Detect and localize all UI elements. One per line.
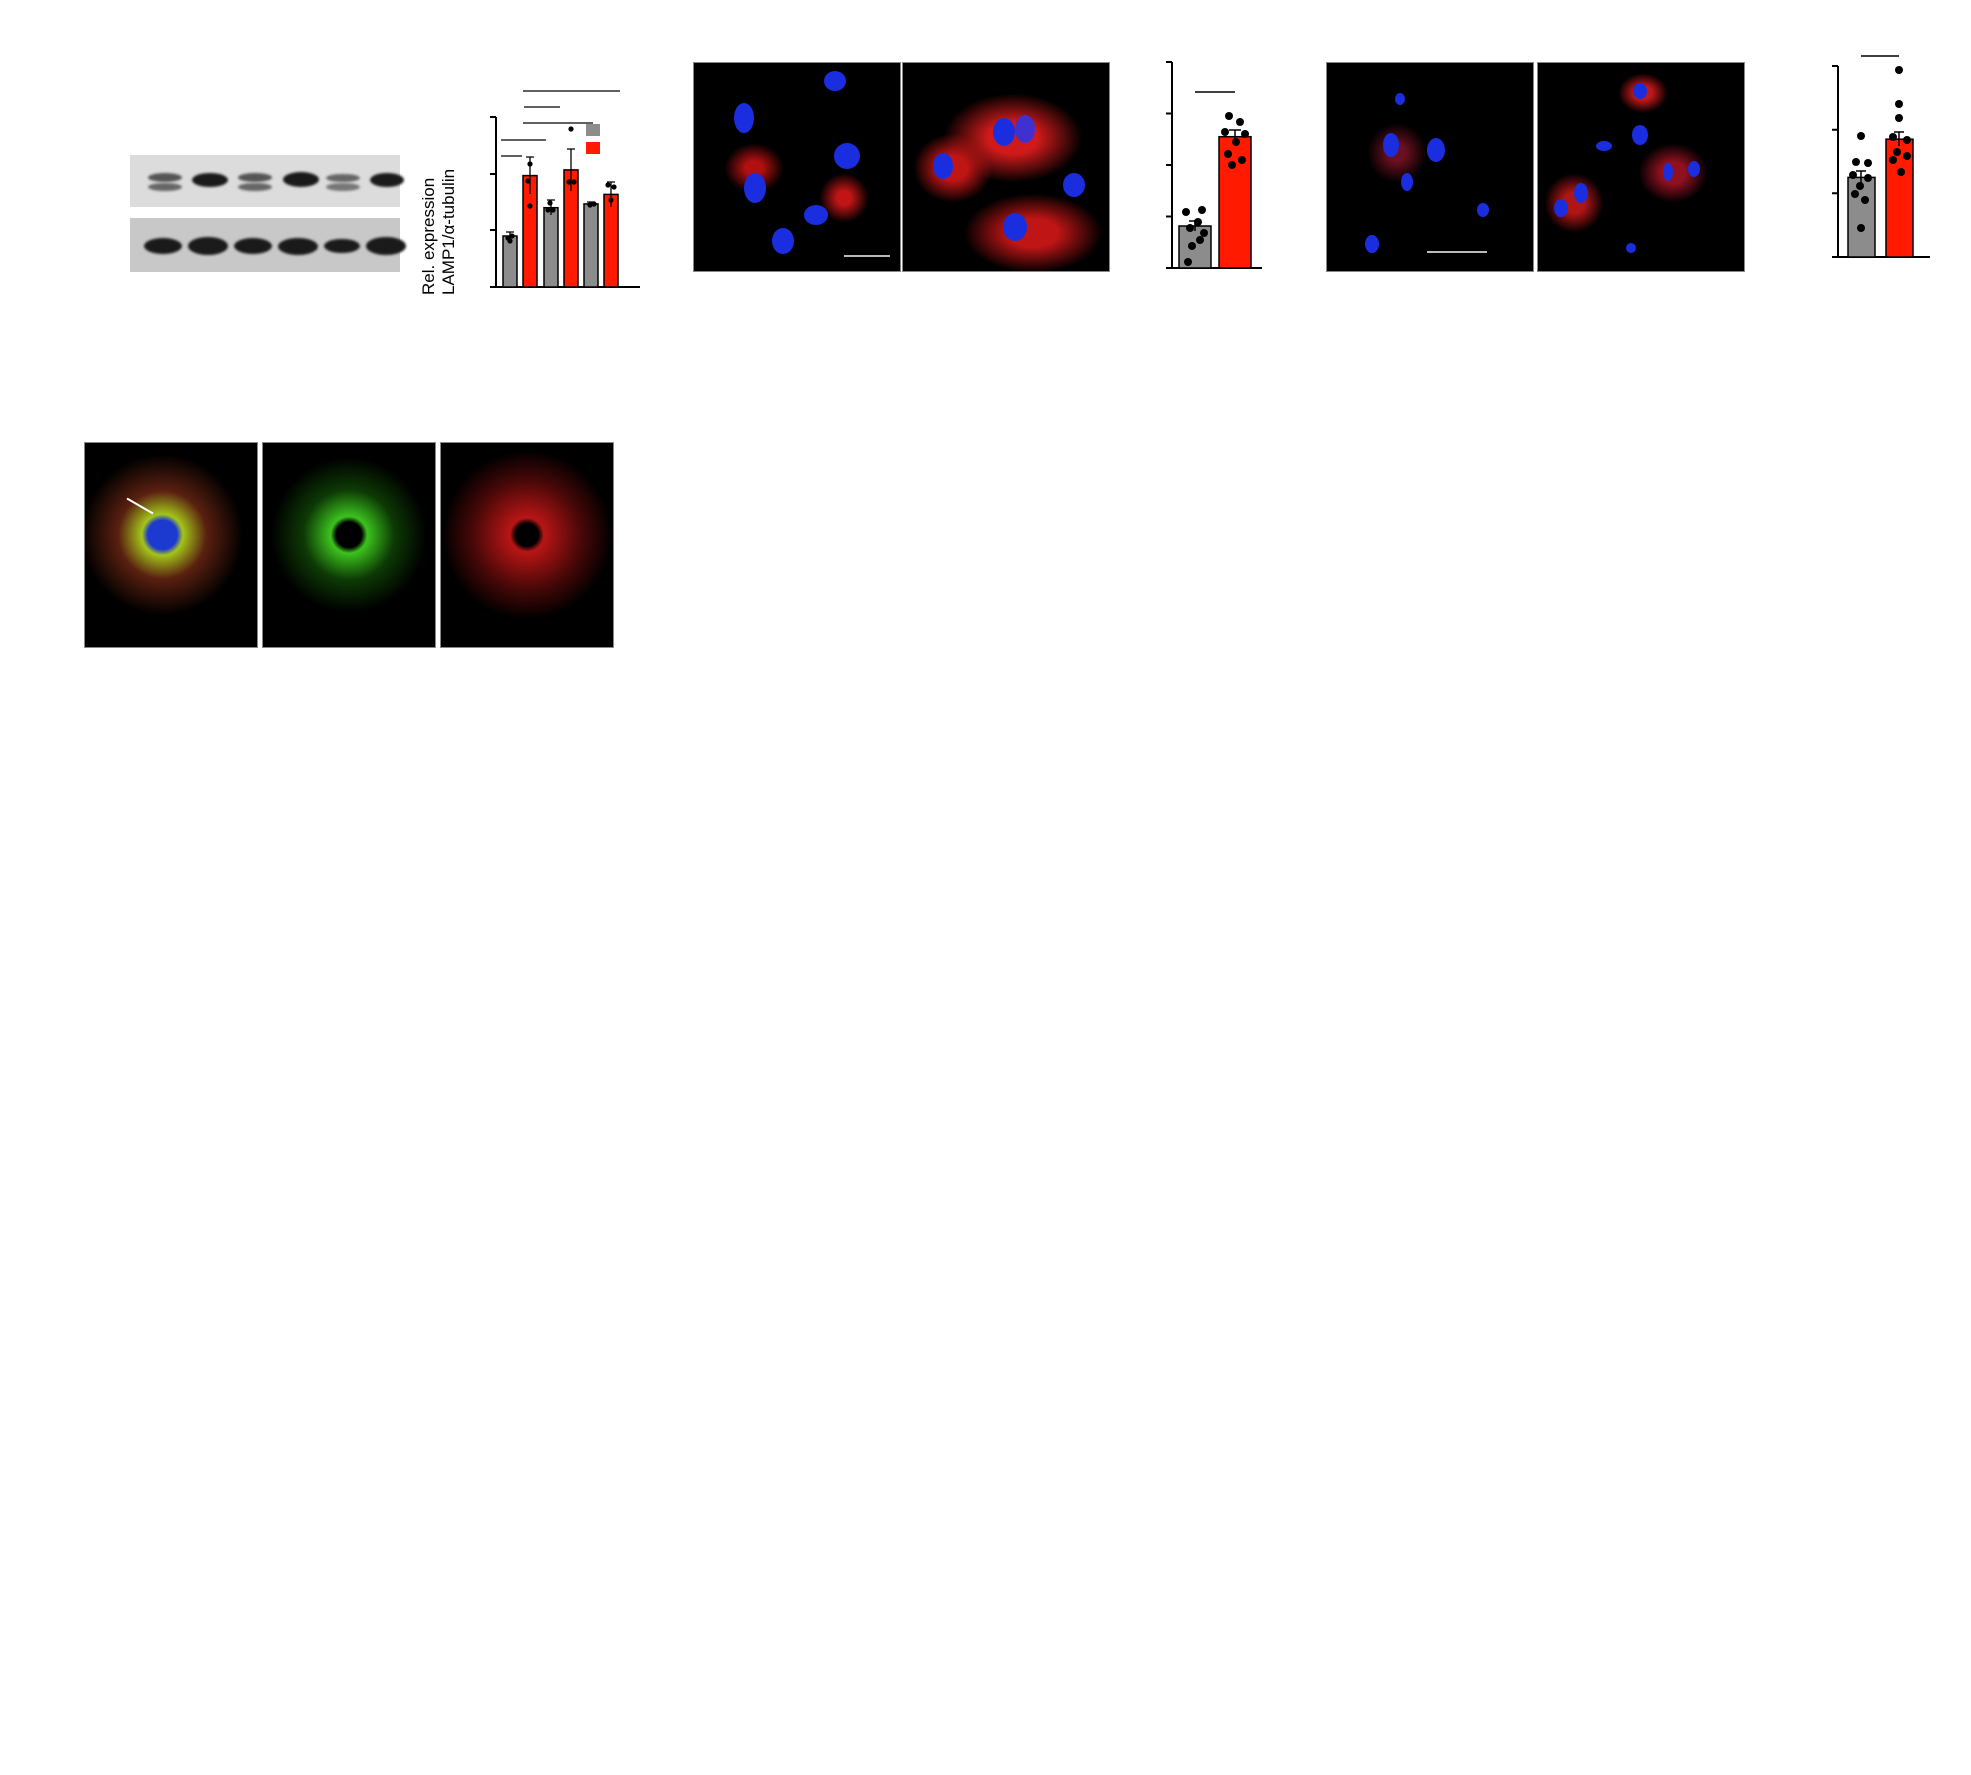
- lane-labels: [105, 30, 445, 120]
- svg-text:LAMP1/α-tubulin: LAMP1/α-tubulin: [439, 169, 458, 295]
- micrograph-msc-ob-ltdr: [1537, 62, 1745, 272]
- chart-a: Rel. expression LAMP1/α-tubulin: [419, 90, 640, 295]
- chart-a-bars: [501, 90, 620, 288]
- micrograph-msc-l-lamp1: [693, 62, 901, 272]
- scale-bar: [1427, 251, 1487, 253]
- lamp1-blot: [130, 155, 404, 207]
- legend-swatch-msc-ob: [586, 142, 600, 154]
- legend-swatch-msc-l: [586, 124, 600, 136]
- svg-text:Rel. expression: Rel. expression: [419, 178, 438, 295]
- scale-bar: [844, 255, 890, 257]
- chart-a-ylabel: Rel. expression LAMP1/α-tubulin: [419, 169, 458, 295]
- tubulin-blot: [130, 218, 406, 272]
- chart-c: [1832, 55, 1930, 258]
- micrograph-merge-veh: [84, 442, 258, 648]
- micrograph-lamp1-veh: [440, 442, 614, 648]
- micrograph-mito-gfp-veh: [262, 442, 436, 648]
- micrograph-msc-ob-lamp1: [902, 62, 1110, 272]
- micrograph-msc-l-ltdr: [1326, 62, 1534, 272]
- chart-b: [1166, 61, 1262, 269]
